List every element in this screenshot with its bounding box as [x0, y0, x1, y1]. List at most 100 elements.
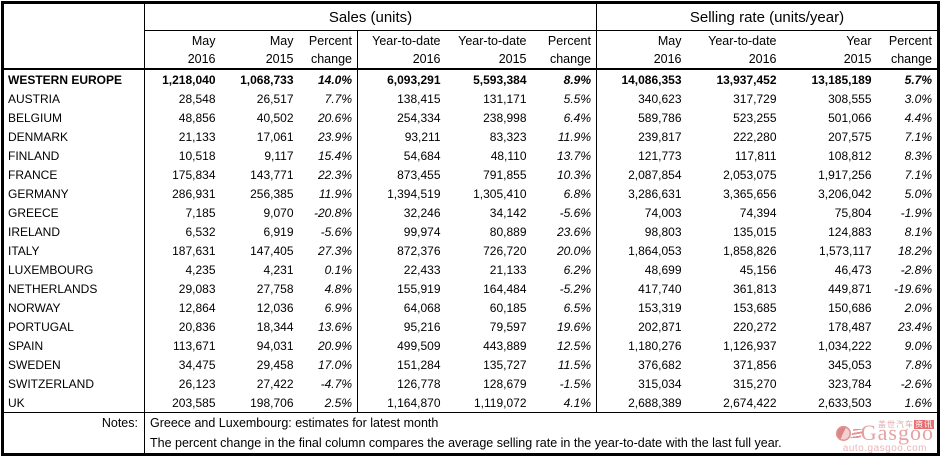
table-row: UK 203,585 198,706 2.5% 1,164,870 1,119,072 4.… [2, 393, 939, 413]
value-cell: 254,334 [397, 110, 441, 125]
value-cell: 17.0% [300, 355, 358, 374]
value-cell: -1.9% [900, 205, 932, 220]
table-row: PORTUGAL 20,836 18,344 13.6% 95,216 79,597 19.… [2, 317, 939, 336]
value-cell: -2.6% [900, 376, 932, 391]
table-row: ITALY 187,631 147,405 27.3% 872,376 726,720 20… [2, 241, 939, 260]
value-cell: 286,931 [172, 186, 216, 201]
value-cell: 34,475 [178, 357, 216, 372]
value-cell: 1,119,072 [474, 395, 527, 410]
value-cell: 13,937,452 [716, 72, 777, 87]
col-header-line: 2016 [187, 52, 216, 66]
table-row: AUSTRIA 28,548 26,517 7.7% 138,415 131,171 5.5… [2, 89, 939, 108]
value-cell: 449,871 [828, 281, 872, 296]
value-cell: 7,185 [185, 205, 216, 220]
table-row: SWITZERLAND 26,123 27,422 -4.7% 126,778 128,6… [2, 374, 939, 393]
col-header-line: 2015 [843, 52, 872, 66]
value-cell: 6.5% [533, 298, 597, 317]
value-cell: 6.2% [533, 260, 597, 279]
value-cell: 12,864 [178, 300, 216, 315]
value-cell: 23.4% [897, 319, 932, 334]
value-cell: 10,518 [178, 148, 216, 163]
value-cell: 872,376 [397, 243, 441, 258]
table-row: NORWAY 12,864 12,036 6.9% 64,068 60,185 6.5% 15… [2, 298, 939, 317]
country-cell: FRANCE [2, 165, 145, 184]
value-cell: 499,509 [397, 338, 441, 353]
value-cell: 15.4% [300, 146, 358, 165]
country-cell: LUXEMBOURG [2, 260, 145, 279]
value-cell: 21,133 [489, 262, 527, 277]
value-cell: 207,575 [828, 129, 872, 144]
value-cell: 21,133 [178, 129, 216, 144]
value-cell: 60,185 [489, 300, 527, 315]
value-cell: 323,784 [828, 376, 872, 391]
value-cell: 48,699 [644, 262, 682, 277]
country-cell: PORTUGAL [2, 317, 145, 336]
country-cell: NETHERLANDS [2, 279, 145, 298]
value-cell: 1,305,410 [473, 186, 527, 201]
value-cell: 1,917,256 [818, 167, 872, 182]
value-cell: 128,679 [483, 376, 527, 391]
col-header-line: Percent [308, 34, 352, 48]
col-header-line: May [191, 34, 216, 48]
value-cell: 315,270 [733, 376, 777, 391]
value-cell: 1,573,117 [819, 243, 872, 258]
notes-row: The percent change in the final column c… [2, 433, 939, 455]
value-cell: -5.2% [533, 279, 597, 298]
country-cell: SWITZERLAND [2, 374, 145, 393]
value-cell: 20.0% [533, 241, 597, 260]
value-cell: 7.7% [300, 89, 358, 108]
col-header-line: 2015 [265, 52, 294, 66]
col-header-pct-change-rate: Percent change [878, 30, 939, 70]
table-body: WESTERN EUROPE 1,218,040 1,068,733 14.0% 6,0… [2, 69, 939, 413]
value-cell: 28,548 [178, 91, 216, 106]
table-row: NETHERLANDS 29,083 27,758 4.8% 155,919 164,48… [2, 279, 939, 298]
value-cell: 6.8% [533, 184, 597, 203]
value-cell: 203,585 [172, 395, 216, 410]
value-cell: 12.5% [533, 336, 597, 355]
value-cell: 8.9% [533, 69, 597, 89]
value-cell: 19.6% [533, 317, 597, 336]
value-cell: 317,729 [733, 91, 777, 106]
value-cell: 2,087,854 [628, 167, 682, 182]
value-cell: 32,246 [403, 205, 441, 220]
value-cell: 1.6% [904, 395, 932, 410]
col-header-ytd-2016-rate: Year-to-date 2016 [688, 30, 784, 70]
value-cell: 417,740 [638, 281, 682, 296]
value-cell: 6,919 [263, 224, 294, 239]
value-cell: 6.4% [533, 108, 597, 127]
col-header-line: 2016 [748, 52, 777, 66]
value-cell: 22,433 [403, 262, 441, 277]
value-cell: 27,758 [256, 281, 294, 296]
col-header-line: Year-to-date [372, 34, 441, 48]
value-cell: 4.1% [533, 393, 597, 413]
value-cell: 791,855 [483, 167, 527, 182]
value-cell: 18,344 [256, 319, 294, 334]
value-cell: 239,817 [638, 129, 682, 144]
value-cell: 6,093,291 [387, 72, 441, 87]
col-header-may-2015-sales: May 2015 [222, 30, 301, 70]
value-cell: 5,593,384 [473, 72, 527, 87]
col-header-line: May [269, 34, 294, 48]
value-cell: 340,623 [638, 91, 682, 106]
value-cell: 6.9% [300, 298, 358, 317]
value-cell: 202,871 [638, 319, 682, 334]
value-cell: 7.1% [904, 167, 932, 182]
col-header-line: change [549, 52, 591, 66]
table-row: DENMARK 21,133 17,061 23.9% 93,211 83,323 11.9… [2, 127, 939, 146]
value-cell: 345,053 [828, 357, 872, 372]
value-cell: 79,597 [489, 319, 527, 334]
value-cell: 4,235 [185, 262, 216, 277]
selling-rate-group-header: Selling rate (units/year) [596, 2, 939, 31]
value-cell: 13.6% [300, 317, 358, 336]
table-row: FRANCE 175,834 143,771 22.3% 873,455 791,855 1… [2, 165, 939, 184]
value-cell: 23.6% [533, 222, 597, 241]
value-cell: 80,889 [489, 224, 527, 239]
value-cell: 153,319 [638, 300, 682, 315]
value-cell: 523,255 [733, 110, 777, 125]
col-header-line: 2015 [498, 52, 527, 66]
value-cell: 1,394,519 [387, 186, 441, 201]
value-cell: 94,031 [256, 338, 294, 353]
value-cell: 3,365,656 [723, 186, 777, 201]
sales-group-header: Sales (units) [144, 2, 597, 31]
